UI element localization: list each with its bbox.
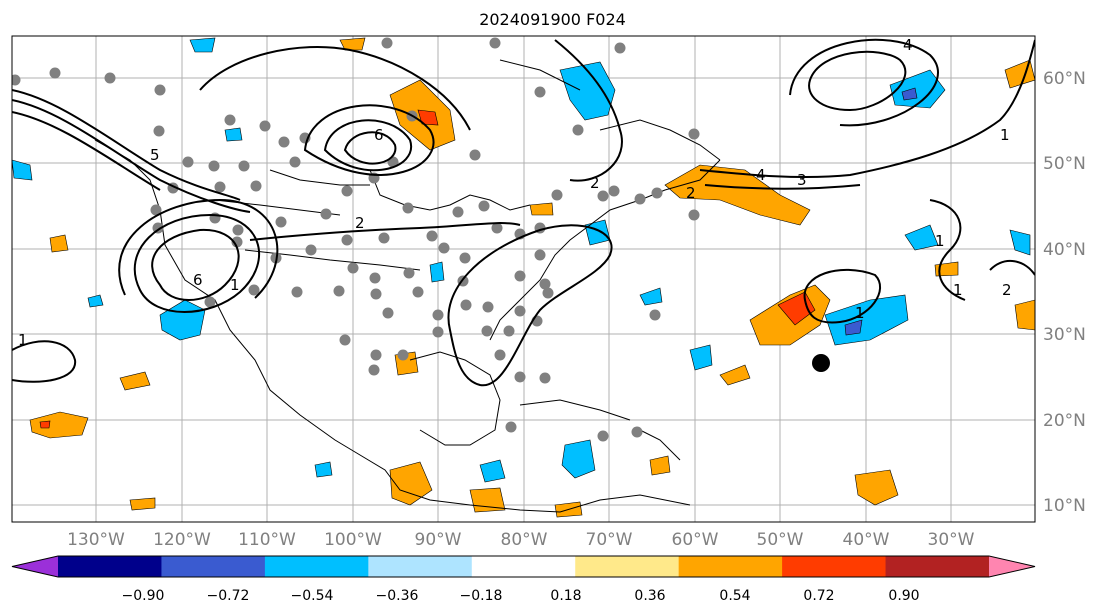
- contour-label: 6: [374, 126, 384, 144]
- lon-label: 110°W: [238, 530, 296, 550]
- lat-label: 60°N: [1043, 69, 1086, 89]
- colorbar: [11, 555, 1036, 578]
- lon-label: 90°W: [415, 530, 462, 550]
- lat-label: 40°N: [1043, 240, 1086, 260]
- contour-label-group: 1 2 5 6 2 2 3 4 1 1 1 1 1 2 4 6: [18, 36, 1012, 349]
- map-title: 2024091900 F024: [479, 10, 626, 29]
- colorbar-tick-label: 0.72: [803, 588, 834, 604]
- contour-label: 4: [756, 166, 766, 184]
- colorbar-segment: [368, 556, 473, 577]
- contour-label: 4: [903, 36, 913, 54]
- colorbar-tick-label: 0.90: [888, 588, 919, 604]
- lat-label: 30°N: [1043, 325, 1086, 345]
- longitude-labels: 130°W 120°W 110°W 100°W 90°W 80°W 70°W 6…: [67, 530, 975, 550]
- colorbar-segment: [264, 556, 369, 577]
- colorbar-extend-low: [12, 556, 58, 577]
- contour-label: 1: [953, 281, 963, 299]
- contour-label: 2: [355, 214, 365, 232]
- contour-label: 2: [590, 174, 600, 192]
- lon-label: 100°W: [324, 530, 382, 550]
- colorbar-segment: [575, 556, 680, 577]
- colorbar-tick-label: 0.18: [550, 588, 581, 604]
- lat-label: 20°N: [1043, 411, 1086, 431]
- colorbar-tick-label: −0.18: [460, 588, 503, 604]
- colorbar-outline: [11, 555, 1036, 578]
- lon-label: 80°W: [501, 530, 548, 550]
- colorbar-segment: [782, 556, 887, 577]
- negative-anomaly-shading: [12, 37, 1031, 483]
- contour-label: 3: [797, 171, 807, 189]
- contour-label: 2: [686, 184, 696, 202]
- colorbar-segment: [161, 556, 266, 577]
- contour-label: 1: [855, 304, 865, 322]
- lon-label: 70°W: [586, 530, 633, 550]
- lon-label: 50°W: [757, 530, 804, 550]
- contour-label: 6: [193, 271, 203, 289]
- storm-center-marker: [812, 354, 830, 372]
- lon-label: 40°W: [843, 530, 890, 550]
- lon-label: 120°W: [153, 530, 211, 550]
- colorbar-segment: [678, 556, 783, 577]
- contour-label: 1: [230, 276, 240, 294]
- lat-label: 50°N: [1043, 154, 1086, 174]
- latitude-labels: 60°N 50°N 40°N 30°N 20°N 10°N: [1043, 69, 1086, 516]
- map-frame: [11, 35, 1036, 523]
- station-dots: [12, 37, 700, 442]
- colorbar-segment: [58, 556, 162, 577]
- contour-label: 1: [1000, 126, 1010, 144]
- colorbar-tick-labels: −0.90 −0.72 −0.54 −0.36 −0.18 0.18 0.36 …: [122, 588, 920, 604]
- lat-label: 10°N: [1043, 496, 1086, 516]
- colorbar-segment: [885, 556, 990, 577]
- colorbar-tick-label: −0.90: [122, 588, 165, 604]
- contour-label: 1: [18, 331, 28, 349]
- colorbar-tick-label: −0.72: [207, 588, 250, 604]
- contour-lines: [12, 38, 1035, 387]
- colorbar-tick-label: −0.54: [291, 588, 334, 604]
- lon-label: 130°W: [67, 530, 125, 550]
- lon-label: 30°W: [928, 530, 975, 550]
- colorbar-tick-label: −0.36: [376, 588, 419, 604]
- colorbar-tick-label: 0.36: [634, 588, 665, 604]
- colorbar-segment: [471, 556, 576, 577]
- colorbar-tick-label: 0.54: [719, 588, 750, 604]
- lon-label: 60°W: [672, 530, 719, 550]
- colorbar-extend-high: [989, 556, 1035, 577]
- contour-label: 1: [935, 232, 945, 250]
- contour-label: 5: [150, 146, 160, 164]
- contour-label: 2: [1002, 281, 1012, 299]
